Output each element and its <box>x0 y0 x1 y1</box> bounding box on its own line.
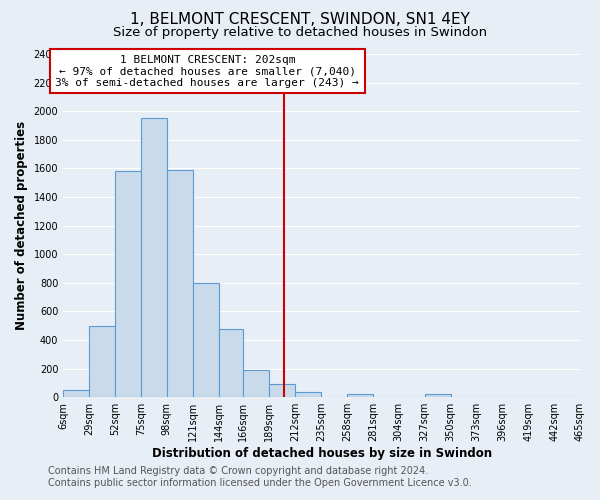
X-axis label: Distribution of detached houses by size in Swindon: Distribution of detached houses by size … <box>152 447 491 460</box>
Bar <box>269 384 295 397</box>
Y-axis label: Number of detached properties: Number of detached properties <box>15 121 28 330</box>
Bar <box>63 390 89 397</box>
Bar <box>347 394 373 397</box>
Bar <box>218 328 244 397</box>
Text: 1 BELMONT CRESCENT: 202sqm
← 97% of detached houses are smaller (7,040)
3% of se: 1 BELMONT CRESCENT: 202sqm ← 97% of deta… <box>55 54 359 88</box>
Bar <box>295 392 321 397</box>
Bar <box>141 118 167 397</box>
Bar <box>167 170 193 397</box>
Text: Contains HM Land Registry data © Crown copyright and database right 2024.
Contai: Contains HM Land Registry data © Crown c… <box>48 466 472 487</box>
Bar <box>193 283 218 397</box>
Bar <box>425 394 451 397</box>
Bar <box>244 370 269 397</box>
Text: 1, BELMONT CRESCENT, SWINDON, SN1 4EY: 1, BELMONT CRESCENT, SWINDON, SN1 4EY <box>130 12 470 28</box>
Bar <box>89 326 115 397</box>
Bar <box>115 172 141 397</box>
Text: Size of property relative to detached houses in Swindon: Size of property relative to detached ho… <box>113 26 487 39</box>
